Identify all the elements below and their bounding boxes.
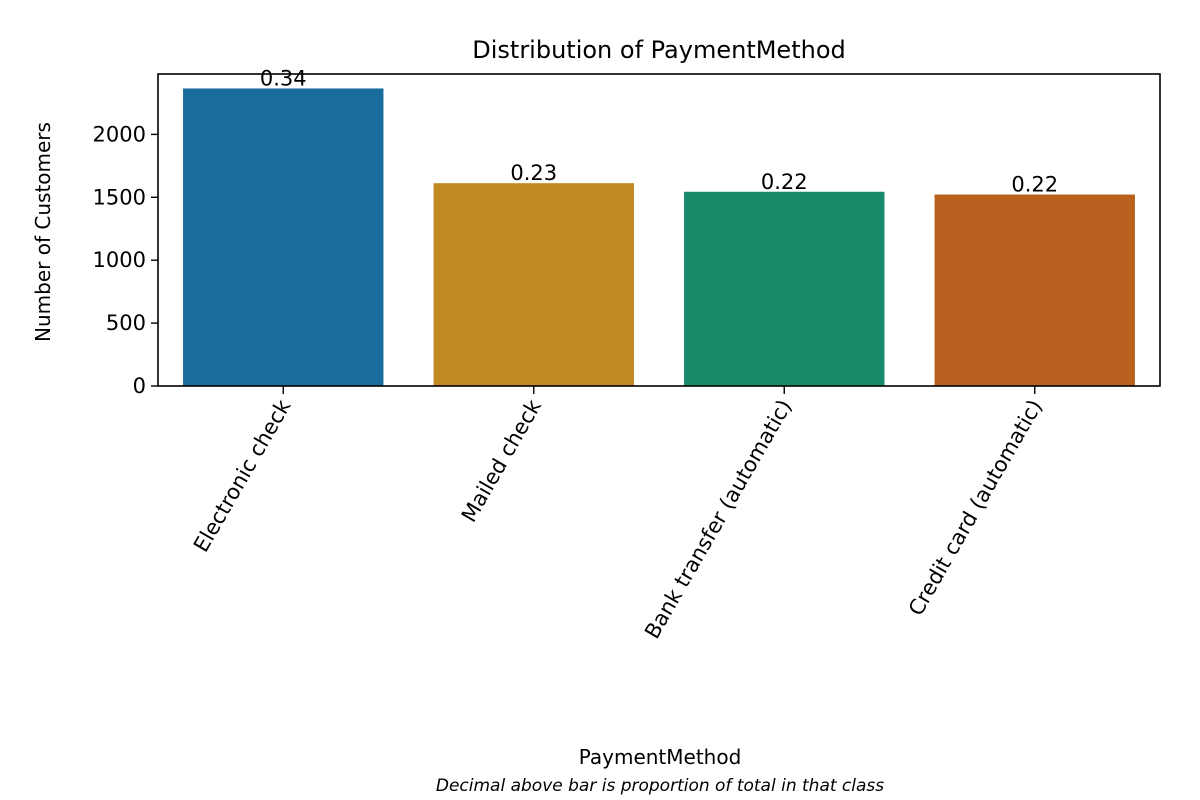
caption: Decimal above bar is proportion of total…	[436, 776, 884, 796]
bars-group: 0.34 0.23 0.22 0.22	[183, 66, 1135, 386]
bar-value-label: 0.34	[260, 66, 307, 90]
chart-title: Distribution of PaymentMethod	[472, 36, 846, 64]
y-axis-label: Number of Customers	[31, 122, 55, 342]
x-tick-label: Credit card (automatic)	[904, 396, 1047, 620]
y-tick-label: 0	[133, 374, 146, 398]
plot-frame	[157, 73, 1161, 387]
bar-value-label: 0.22	[1011, 173, 1058, 197]
y-tick-label: 1500	[93, 185, 146, 209]
y-tick-label: 500	[106, 311, 146, 335]
x-axis: Electronic check Mailed check Bank transfe…	[189, 386, 1047, 643]
bar	[433, 183, 634, 386]
y-tick-label: 1000	[93, 248, 146, 272]
y-tick-label: 2000	[93, 122, 146, 146]
bar	[183, 88, 384, 386]
x-tick-label: Bank transfer (automatic)	[640, 396, 797, 643]
x-tick-label: Mailed check	[457, 395, 547, 526]
y-axis: 0 500 1000 1500 2000	[93, 122, 158, 398]
x-tick-label: Electronic check	[189, 395, 296, 556]
bar-value-label: 0.23	[510, 161, 557, 185]
bar-value-label: 0.22	[761, 170, 808, 194]
bar	[684, 191, 885, 386]
bar	[934, 194, 1135, 386]
x-axis-label: PaymentMethod	[579, 745, 742, 769]
